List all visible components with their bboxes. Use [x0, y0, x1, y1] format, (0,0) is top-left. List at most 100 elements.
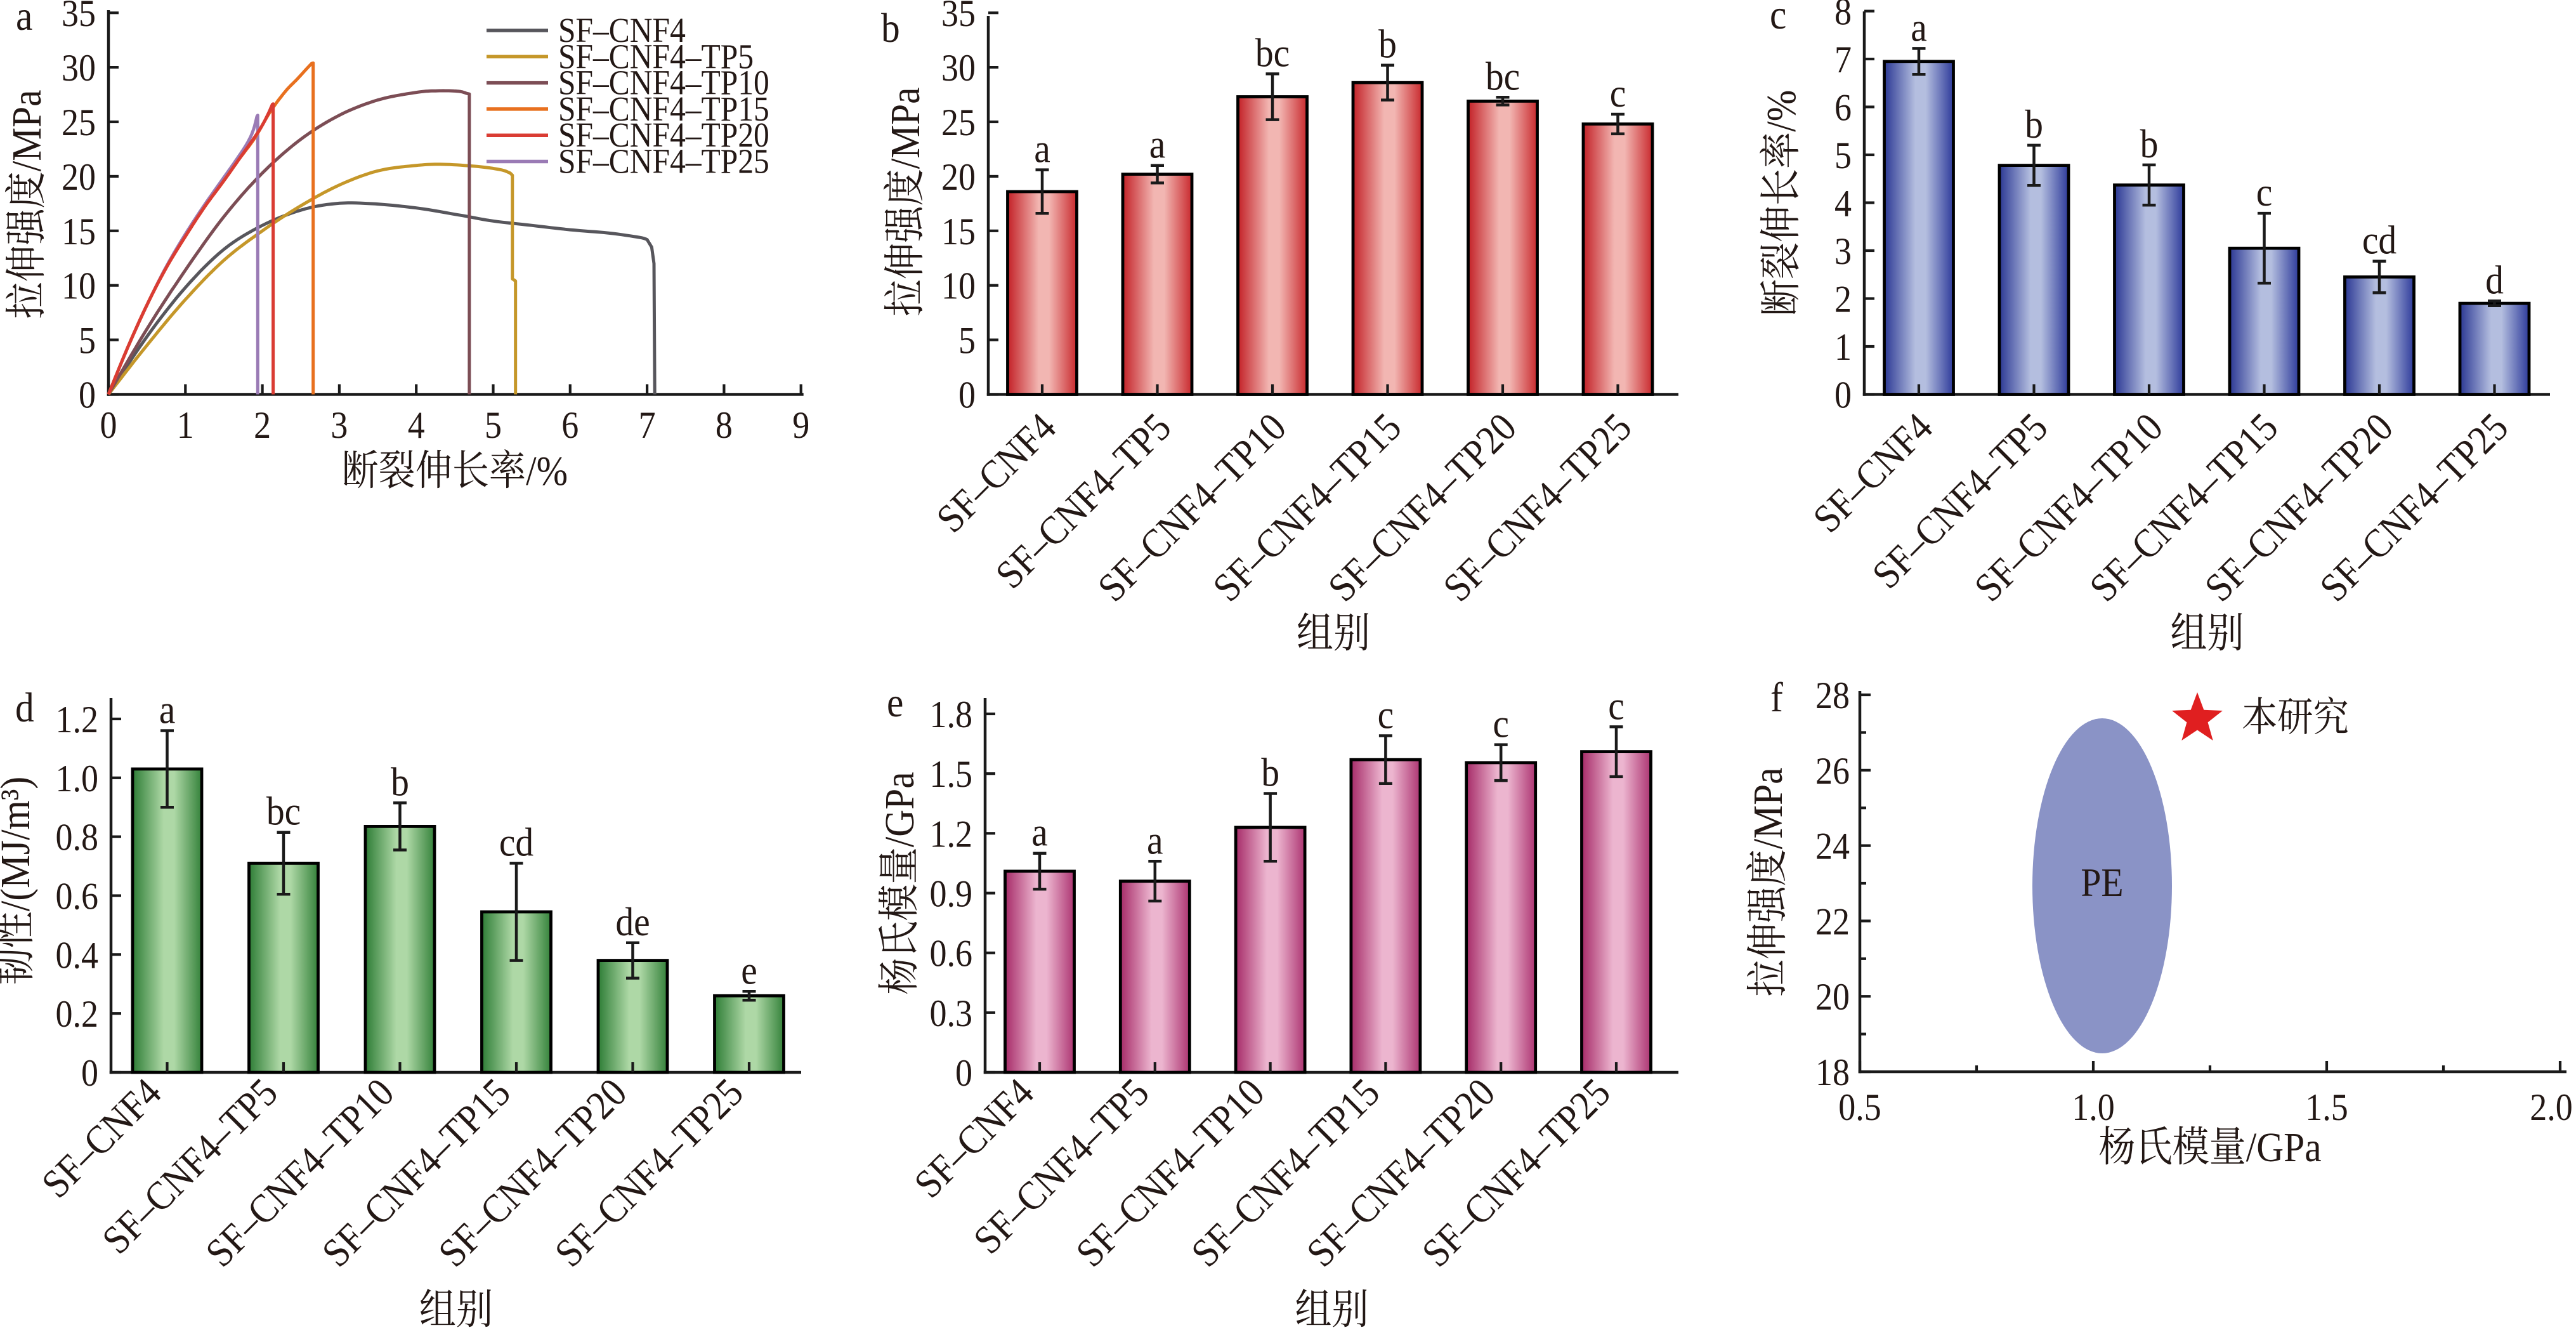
svg-text:1.5: 1.5: [930, 754, 972, 796]
svg-text:de: de: [615, 900, 650, 944]
svg-text:5: 5: [79, 320, 96, 362]
svg-text:10: 10: [941, 265, 976, 307]
svg-text:f: f: [1770, 674, 1783, 721]
svg-text:0.6: 0.6: [930, 933, 972, 975]
svg-text:e: e: [741, 949, 757, 993]
svg-text:/MPa: /MPa: [1744, 768, 1791, 850]
svg-text:20: 20: [941, 156, 976, 198]
svg-text:22: 22: [1815, 901, 1850, 943]
svg-text:35: 35: [941, 0, 976, 35]
svg-text:a: a: [159, 688, 176, 732]
svg-text:0: 0: [79, 374, 96, 416]
svg-text:0: 0: [955, 1052, 972, 1094]
svg-text:SF–CNF4–TP25: SF–CNF4–TP25: [558, 142, 769, 181]
svg-text:bc: bc: [1486, 55, 1520, 99]
svg-text:6: 6: [1834, 87, 1852, 129]
svg-text:bc: bc: [1255, 31, 1290, 76]
svg-text:d: d: [2485, 258, 2504, 303]
svg-text:15: 15: [62, 211, 96, 253]
svg-text:5: 5: [1834, 135, 1852, 176]
svg-text:a: a: [1034, 127, 1050, 171]
svg-text:2: 2: [1834, 279, 1852, 320]
svg-text:bc: bc: [266, 789, 301, 834]
svg-text:SF–CNF4–TP20: SF–CNF4–TP20: [558, 116, 769, 155]
svg-text:5: 5: [958, 320, 976, 362]
svg-text:15: 15: [941, 211, 976, 253]
svg-text:SF–CNF4–TP15: SF–CNF4–TP15: [558, 90, 769, 129]
svg-text:0: 0: [81, 1052, 98, 1094]
svg-text:20: 20: [62, 156, 96, 198]
svg-text:1.0: 1.0: [56, 758, 98, 800]
svg-text:4: 4: [1834, 183, 1852, 225]
svg-text:24: 24: [1815, 826, 1850, 867]
svg-text:b: b: [881, 4, 900, 51]
svg-text:1.2: 1.2: [56, 699, 98, 741]
svg-text:0.6: 0.6: [56, 876, 98, 918]
svg-text:c: c: [1378, 693, 1394, 737]
svg-text:d: d: [15, 684, 34, 731]
svg-text:0.5: 0.5: [1838, 1086, 1881, 1128]
svg-text:/MPa: /MPa: [882, 88, 929, 169]
svg-text:b: b: [1378, 22, 1397, 67]
svg-text:18: 18: [1815, 1051, 1850, 1093]
svg-text:c: c: [1608, 684, 1625, 728]
svg-text:0.8: 0.8: [56, 817, 98, 859]
svg-text:b: b: [391, 760, 409, 805]
svg-text:7: 7: [639, 404, 656, 446]
svg-text:0: 0: [1834, 374, 1852, 416]
svg-text:SF–CNF4–TP10: SF–CNF4–TP10: [558, 63, 769, 102]
svg-text:8: 8: [1834, 0, 1852, 33]
svg-text:0.2: 0.2: [56, 994, 98, 1036]
svg-text:35: 35: [62, 0, 96, 35]
svg-text:3: 3: [330, 404, 348, 446]
svg-text:2: 2: [254, 404, 271, 446]
svg-text:28: 28: [1815, 675, 1850, 716]
svg-text:PE: PE: [2081, 860, 2123, 905]
svg-text:b: b: [2140, 122, 2159, 166]
svg-text:a: a: [16, 0, 32, 39]
svg-text:4: 4: [408, 404, 425, 446]
svg-text:1: 1: [177, 404, 194, 446]
svg-text:1.8: 1.8: [930, 694, 972, 735]
svg-text:30: 30: [62, 48, 96, 89]
svg-text:0.3: 0.3: [930, 992, 972, 1034]
svg-text:1.2: 1.2: [930, 813, 972, 855]
svg-text:7: 7: [1834, 39, 1852, 81]
svg-text:c: c: [1610, 71, 1626, 115]
svg-text:/GPa: /GPa: [2246, 1124, 2322, 1171]
svg-text:0.4: 0.4: [56, 935, 98, 977]
svg-text:a: a: [1911, 6, 1927, 50]
svg-text:/GPa: /GPa: [876, 772, 923, 847]
svg-text:6: 6: [561, 404, 579, 446]
svg-text:25: 25: [941, 102, 976, 143]
svg-text:cd: cd: [499, 820, 533, 865]
svg-text:c: c: [1493, 702, 1509, 746]
svg-text:25: 25: [62, 102, 96, 143]
svg-text:9: 9: [792, 404, 809, 446]
svg-text:1.0: 1.0: [2072, 1086, 2114, 1128]
svg-text:cd: cd: [2362, 218, 2396, 263]
svg-text:0.9: 0.9: [930, 873, 972, 915]
svg-text:0: 0: [958, 374, 976, 416]
svg-text:3: 3: [1834, 230, 1852, 272]
svg-text:/(MJ/m³): /(MJ/m³): [0, 777, 39, 911]
svg-text:/MPa: /MPa: [3, 90, 50, 172]
svg-text:e: e: [887, 679, 903, 726]
svg-text:8: 8: [716, 404, 733, 446]
svg-text:30: 30: [941, 48, 976, 89]
svg-text:SF–CNF4: SF–CNF4: [558, 11, 686, 50]
svg-text:/%: /%: [1758, 90, 1805, 132]
svg-text:c: c: [2256, 170, 2273, 214]
svg-text:5: 5: [485, 404, 502, 446]
svg-text:a: a: [1149, 122, 1166, 167]
svg-text:1: 1: [1834, 326, 1852, 368]
svg-text:a: a: [1147, 819, 1163, 863]
svg-text:10: 10: [62, 265, 96, 307]
svg-text:1.5: 1.5: [2305, 1086, 2348, 1128]
svg-text:0: 0: [100, 404, 117, 446]
svg-text:b: b: [1261, 751, 1279, 795]
svg-text:SF–CNF4–TP5: SF–CNF4–TP5: [558, 37, 754, 76]
svg-text:c: c: [1770, 0, 1786, 38]
svg-text:2.0: 2.0: [2530, 1086, 2572, 1128]
svg-text:/%: /%: [526, 447, 568, 494]
